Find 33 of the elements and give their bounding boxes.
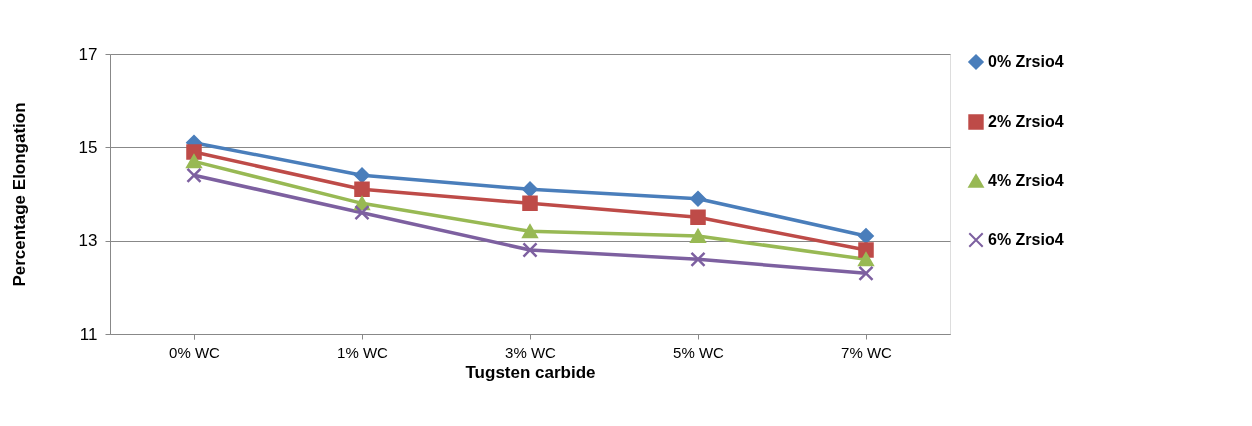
point xyxy=(186,167,202,184)
point xyxy=(858,265,874,282)
y-tick-label: 15 xyxy=(78,137,98,157)
x-tick-label: 3% WC xyxy=(505,343,557,361)
point xyxy=(522,242,538,258)
point xyxy=(522,195,538,212)
x-tick-label: 7% WC xyxy=(841,343,893,361)
point xyxy=(354,204,370,221)
point xyxy=(690,251,706,268)
point xyxy=(354,181,370,198)
x-tick-label: 1% WC xyxy=(337,343,389,361)
y-tick-label: 11 xyxy=(79,324,98,344)
x-axis-title: Tugsten carbide xyxy=(465,362,596,382)
point xyxy=(690,229,706,243)
x-tick-label: 0% WC xyxy=(169,343,221,361)
point xyxy=(690,190,706,207)
legend-label: 6% Zrsio4 xyxy=(988,231,1064,248)
y-tick-label: 13 xyxy=(78,231,98,251)
point xyxy=(858,228,874,244)
point xyxy=(186,154,202,169)
point xyxy=(354,167,370,184)
y-axis-title: Percentage Elongation xyxy=(9,102,29,287)
point xyxy=(522,224,538,239)
y-tick-label: 17 xyxy=(78,44,98,64)
point xyxy=(858,242,874,258)
legend-label: 0% Zrsio4 xyxy=(988,53,1064,70)
point xyxy=(522,181,538,198)
legend-label: 4% Zrsio4 xyxy=(988,172,1064,189)
legend-label: 2% Zrsio4 xyxy=(988,113,1064,130)
point xyxy=(858,252,874,267)
x-tick-label: 5% WC xyxy=(673,343,725,361)
point xyxy=(186,144,202,160)
point xyxy=(690,209,706,226)
